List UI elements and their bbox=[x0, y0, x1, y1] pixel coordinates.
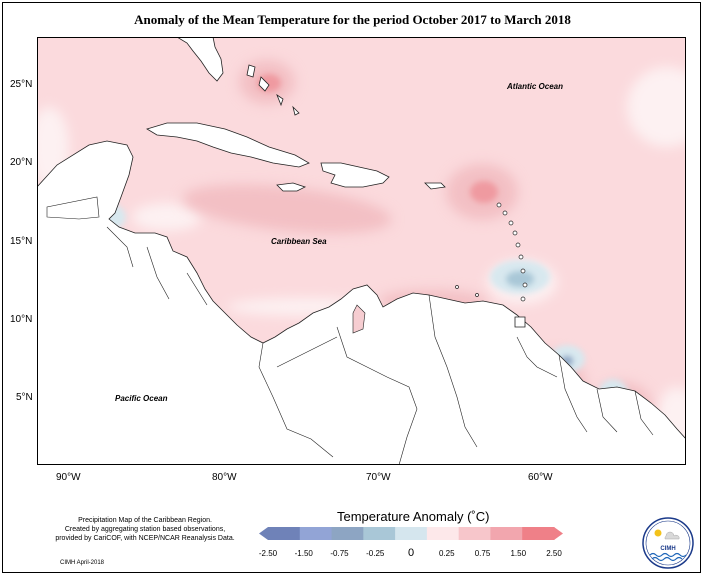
credits-block: Precipitation Map of the Caribbean Regio… bbox=[40, 516, 250, 543]
lat-tick-15n: 15°N bbox=[10, 236, 33, 247]
bahamas-2 bbox=[258, 76, 270, 92]
waves-icon bbox=[649, 552, 687, 558]
cimh-logo: CIMH bbox=[642, 517, 694, 569]
legend-swatch bbox=[268, 527, 301, 540]
lon-tick-80w: 80°W bbox=[212, 472, 237, 483]
legend-bar bbox=[259, 527, 563, 540]
country-borders bbox=[46, 196, 654, 465]
logo-text: CIMH bbox=[660, 546, 675, 552]
puerto-rico bbox=[424, 182, 446, 190]
legend-tick-label: -1.50 bbox=[295, 549, 314, 558]
legend-arrow-high bbox=[554, 527, 563, 540]
credit-line-3: provided by CariCOF, with NCEP/NCAR Rean… bbox=[55, 535, 235, 542]
credit-line-2: Created by aggregating station based obs… bbox=[64, 526, 226, 533]
jamaica bbox=[276, 182, 307, 192]
central-america-land bbox=[37, 140, 686, 465]
legend-tick-label: -0.25 bbox=[366, 549, 385, 558]
cuba bbox=[146, 122, 310, 168]
bahamas-4 bbox=[292, 105, 300, 116]
trinidad bbox=[514, 316, 526, 328]
legend-swatch bbox=[522, 527, 555, 540]
legend-tick-label: 0 bbox=[408, 547, 414, 559]
bahamas-3 bbox=[276, 93, 284, 107]
map-panel: Atlantic Ocean Caribbean Sea Pacific Oce… bbox=[37, 37, 686, 465]
lat-tick-25n: 25°N bbox=[10, 79, 33, 90]
map-border bbox=[37, 37, 686, 465]
pacific-ocean-label: Pacific Ocean bbox=[115, 394, 168, 403]
legend-swatch bbox=[458, 527, 491, 540]
legend-tick-label: 2.50 bbox=[546, 549, 562, 558]
cloud-icon bbox=[664, 531, 680, 540]
legend-swatch bbox=[299, 527, 333, 540]
atlantic-ocean-label: Atlantic Ocean bbox=[506, 82, 563, 91]
caribbean-sea-label: Caribbean Sea bbox=[271, 237, 327, 246]
lon-tick-90w: 90°W bbox=[56, 472, 81, 483]
bahamas-1 bbox=[246, 64, 256, 78]
footer-credit: CIMH April-2018 bbox=[60, 560, 105, 566]
hispaniola bbox=[320, 162, 390, 188]
legend-tick-label: 0.75 bbox=[475, 549, 491, 558]
legend-swatch bbox=[331, 527, 364, 540]
legend-ticks: -2.50 -1.50 -0.75 -0.25 0 0.25 0.75 1.50 2.50 bbox=[259, 547, 562, 559]
legend-tick-label: -0.75 bbox=[330, 549, 349, 558]
map-title: Anomaly of the Mean Temperature for the … bbox=[134, 12, 571, 27]
legend-swatch bbox=[426, 527, 460, 540]
lesser-antilles bbox=[455, 202, 528, 302]
legend-tick-label: 1.50 bbox=[510, 549, 526, 558]
lon-tick-70w: 70°W bbox=[366, 472, 391, 483]
legend-arrow-low bbox=[259, 527, 268, 540]
legend-swatch bbox=[363, 527, 396, 540]
legend-colorbar: -2.50 -1.50 -0.75 -0.25 0 0.25 0.75 1.50 2.50 bbox=[259, 527, 563, 559]
gulf-of-venezuela bbox=[352, 304, 366, 334]
credit-line-1: Precipitation Map of the Caribbean Regio… bbox=[78, 517, 212, 524]
lon-tick-60w: 60°W bbox=[528, 472, 553, 483]
legend-tick-label: -2.50 bbox=[259, 549, 278, 558]
legend-tick-label: 0.25 bbox=[439, 549, 455, 558]
legend-swatch bbox=[395, 527, 428, 540]
lat-tick-10n: 10°N bbox=[10, 314, 33, 325]
legend-swatch bbox=[490, 527, 523, 540]
islands bbox=[146, 37, 526, 328]
lat-tick-5n: 5°N bbox=[16, 392, 33, 403]
florida bbox=[176, 37, 224, 82]
lat-tick-20n: 20°N bbox=[10, 157, 33, 168]
sun-icon bbox=[654, 529, 662, 537]
legend-title: Temperature Anomaly (˚C) bbox=[337, 509, 490, 524]
land-masses bbox=[37, 140, 686, 465]
